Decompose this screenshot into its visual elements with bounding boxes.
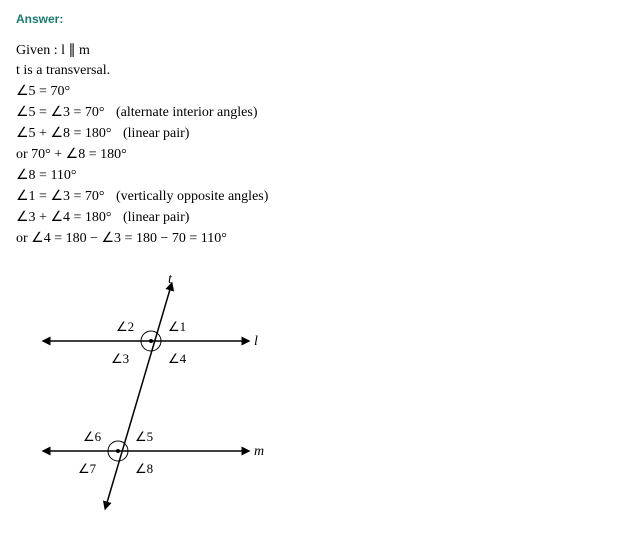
- svg-text:∠7: ∠7: [78, 461, 97, 476]
- svg-text:l: l: [254, 334, 258, 349]
- diagram-container: l m t ∠2 ∠1 ∠3 ∠4 ∠6 ∠5 ∠7 ∠8: [16, 271, 620, 531]
- svg-text:∠4: ∠4: [168, 351, 187, 366]
- svg-text:∠2: ∠2: [116, 319, 134, 334]
- svg-text:∠5: ∠5: [135, 429, 153, 444]
- equation-8: or ∠4 = 180 − ∠3 = 180 − 70 = 110°: [16, 230, 620, 247]
- equation-2: ∠5 = ∠3 = 70° (alternate interior angles…: [16, 104, 620, 121]
- equation-6-left: ∠1 = ∠3 = 70°: [16, 189, 105, 204]
- svg-text:∠6: ∠6: [83, 429, 102, 444]
- geometry-diagram: l m t ∠2 ∠1 ∠3 ∠4 ∠6 ∠5 ∠7 ∠8: [16, 271, 276, 531]
- equation-3-left: ∠5 + ∠8 = 180°: [16, 126, 112, 141]
- equation-6-reason: (vertically opposite angles): [116, 189, 268, 204]
- equation-6: ∠1 = ∠3 = 70° (vertically opposite angle…: [16, 188, 620, 205]
- equation-7-reason: (linear pair): [123, 210, 189, 225]
- svg-text:∠3: ∠3: [111, 351, 129, 366]
- answer-label: Answer:: [16, 12, 620, 26]
- given-statement: Given : l ∥ m: [16, 42, 620, 59]
- equation-3: ∠5 + ∠8 = 180° (linear pair): [16, 125, 620, 142]
- svg-text:∠1: ∠1: [168, 319, 186, 334]
- equation-2-left: ∠5 = ∠3 = 70°: [16, 105, 105, 120]
- equation-1: ∠5 = 70°: [16, 83, 620, 100]
- equation-2-reason: (alternate interior angles): [116, 105, 257, 120]
- equation-7: ∠3 + ∠4 = 180° (linear pair): [16, 209, 620, 226]
- transversal-statement: t is a transversal.: [16, 63, 620, 79]
- svg-text:m: m: [254, 444, 264, 459]
- equation-4: or 70° + ∠8 = 180°: [16, 146, 620, 163]
- equation-5: ∠8 = 110°: [16, 167, 620, 184]
- svg-text:t: t: [168, 272, 173, 287]
- equation-3-reason: (linear pair): [123, 126, 189, 141]
- equation-7-left: ∠3 + ∠4 = 180°: [16, 210, 112, 225]
- svg-text:∠8: ∠8: [135, 461, 153, 476]
